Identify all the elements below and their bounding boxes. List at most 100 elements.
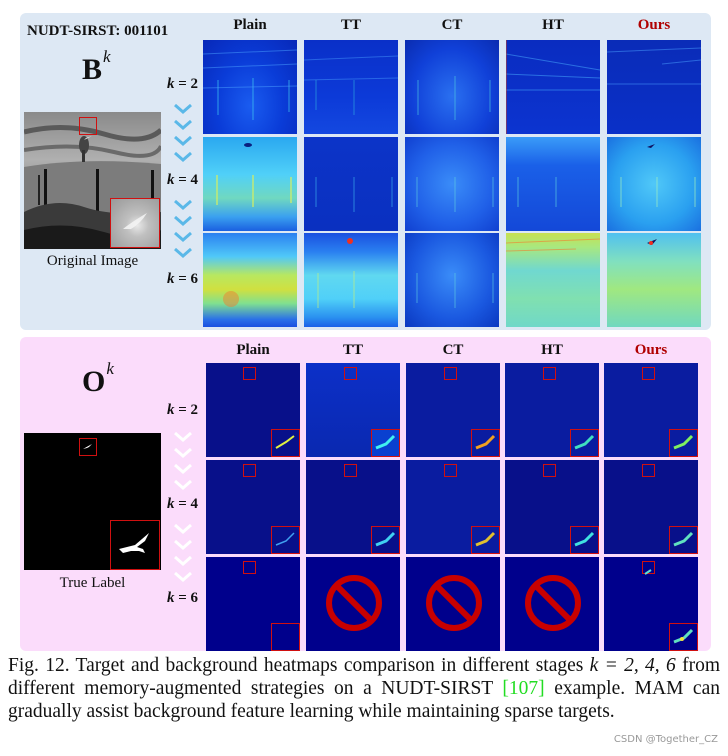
target-zoom-inset <box>669 623 698 651</box>
target-zoom-inset <box>570 526 599 554</box>
citation-link[interactable]: [107] <box>502 678 545 699</box>
chevron-down-icon <box>174 523 192 582</box>
k-var: k <box>167 402 175 418</box>
caption-text: Fig. 12. Target and background heatmaps … <box>8 655 590 676</box>
target-heatmap-ours-k2 <box>604 363 698 457</box>
k-value: = 6 <box>174 590 199 606</box>
target-zoom-inset <box>570 429 599 457</box>
bg-heatmap-plain-k2 <box>203 40 297 134</box>
target-highlight-box <box>444 464 457 477</box>
original-image-caption: Original Image <box>46 253 139 269</box>
symbol-letter: B <box>82 53 103 86</box>
target-zoom-inset <box>371 429 400 457</box>
k-value: = 4 <box>174 172 199 188</box>
k-var: k <box>167 172 175 188</box>
bg-heatmap-plain-k4 <box>203 137 297 231</box>
bg-heatmap-tt-k4 <box>304 137 398 231</box>
target-zoom-inset <box>669 526 698 554</box>
target-symbol: Ok <box>82 359 114 399</box>
caption-text: from different memory-augmented strategi… <box>8 655 720 699</box>
target-zoom-inset <box>669 429 698 457</box>
column-header-tt: TT <box>342 342 363 358</box>
target-heatmap-tt-k6-unavailable <box>306 557 400 651</box>
target-highlight-box <box>543 367 556 380</box>
target-heatmap-ours-k6 <box>604 557 698 651</box>
symbol-letter: O <box>82 365 106 398</box>
k-var: k <box>167 496 175 512</box>
chevron-down-icon <box>174 431 192 490</box>
target-highlight-box <box>243 464 256 477</box>
target-heatmap-ht-k6-unavailable <box>505 557 599 651</box>
bg-heatmap-ours-k2 <box>607 40 701 134</box>
target-highlight-box <box>344 464 357 477</box>
target-heatmap-plain-k2 <box>206 363 300 457</box>
stage-label-k4: k = 4 <box>167 172 198 189</box>
column-header-ours: Ours <box>634 342 668 358</box>
stage-label-k2: k = 2 <box>167 76 198 93</box>
prohibited-icon <box>426 575 482 631</box>
watermark: CSDN @Together_CZ <box>613 734 718 745</box>
bg-heatmap-ht-k2 <box>506 40 600 134</box>
bg-heatmap-plain-k6 <box>203 233 297 327</box>
original-image <box>24 112 161 249</box>
target-highlight-box <box>642 367 655 380</box>
target-zoom-inset <box>371 526 400 554</box>
target-zoom-inset <box>271 623 300 651</box>
target-zoom-inset <box>271 429 300 457</box>
column-header-plain: Plain <box>233 17 267 33</box>
target-heatmap-ht-k2 <box>505 363 599 457</box>
bg-heatmap-ours-k6 <box>607 233 701 327</box>
target-heatmap-ct-k2 <box>406 363 500 457</box>
bg-heatmap-ct-k6 <box>405 233 499 327</box>
target-heatmap-panel: Ok True Label k = 2 k = 4 k = 6 Plain TT… <box>20 337 711 651</box>
target-highlight-box <box>243 367 256 380</box>
true-label-caption: True Label <box>59 575 126 591</box>
prohibited-icon <box>326 575 382 631</box>
symbol-superscript: k <box>103 47 111 66</box>
bg-heatmap-tt-k2 <box>304 40 398 134</box>
prohibited-icon <box>525 575 581 631</box>
target-heatmap-ct-k4 <box>406 460 500 554</box>
k-value: = 2 <box>174 76 199 92</box>
bg-heatmap-ht-k4 <box>506 137 600 231</box>
caption-math: k = 2, 4, 6 <box>589 655 676 676</box>
stage-label-k2: k = 2 <box>167 402 198 419</box>
background-symbol: Bk <box>82 47 111 87</box>
target-heatmap-tt-k4 <box>306 460 400 554</box>
target-heatmap-ct-k6-unavailable <box>406 557 500 651</box>
bg-heatmap-ct-k4 <box>405 137 499 231</box>
target-highlight-box <box>79 438 97 456</box>
background-heatmap-panel: NUDT-SIRST: 001101 Bk <box>20 13 711 330</box>
column-header-ht: HT <box>541 342 563 358</box>
stage-label-k4: k = 4 <box>167 496 198 513</box>
k-value: = 6 <box>174 271 199 287</box>
k-value: = 2 <box>174 402 199 418</box>
target-heatmap-tt-k2 <box>306 363 400 457</box>
target-zoom-inset <box>271 526 300 554</box>
dataset-title: NUDT-SIRST: 001101 <box>27 23 169 39</box>
stage-label-k6: k = 6 <box>167 590 198 607</box>
column-header-plain: Plain <box>236 342 270 358</box>
chevron-down-icon <box>174 199 192 258</box>
target-highlight-box <box>543 464 556 477</box>
symbol-superscript: k <box>106 359 114 378</box>
column-header-ht: HT <box>542 17 564 33</box>
bg-heatmap-ct-k2 <box>405 40 499 134</box>
target-highlight-box <box>642 561 655 575</box>
column-header-tt: TT <box>340 17 361 33</box>
target-heatmap-ours-k4 <box>604 460 698 554</box>
target-zoom-inset <box>110 520 160 570</box>
k-var: k <box>167 271 175 287</box>
figure-caption: Fig. 12. Target and background heatmaps … <box>8 654 720 723</box>
target-heatmap-plain-k4 <box>206 460 300 554</box>
bg-heatmap-ht-k6 <box>506 233 600 327</box>
bg-heatmap-ours-k4 <box>607 137 701 231</box>
target-zoom-inset <box>110 198 160 248</box>
target-zoom-inset <box>471 429 500 457</box>
caption-text: example. MAM can gradually assist backgr… <box>8 678 720 722</box>
true-label-image <box>24 433 161 570</box>
k-var: k <box>167 590 175 606</box>
bg-heatmap-tt-k6 <box>304 233 398 327</box>
stage-label-k6: k = 6 <box>167 271 198 288</box>
target-zoom-inset <box>471 526 500 554</box>
